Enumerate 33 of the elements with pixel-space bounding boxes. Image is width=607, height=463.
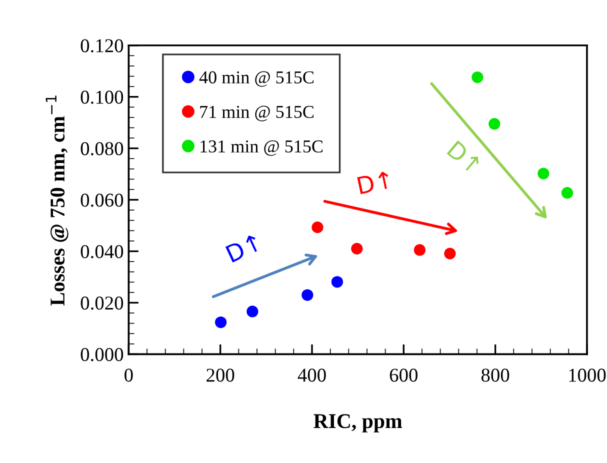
y-tick-label: 0.040	[80, 245, 124, 258]
point	[472, 71, 484, 84]
y-tick-label: 0.100	[80, 90, 124, 104]
annotation: D↑	[446, 140, 482, 174]
y-tick-label: 0.060	[80, 194, 124, 207]
point	[214, 316, 227, 328]
point	[302, 289, 314, 301]
point	[538, 168, 550, 180]
point	[312, 222, 324, 234]
x-tick-label: 200	[206, 368, 234, 382]
y-tick-label: 0.020	[80, 296, 124, 310]
y-tick-label: 0.000	[80, 348, 124, 362]
point	[414, 244, 426, 256]
annotation: D↑	[225, 234, 261, 262]
point	[246, 306, 258, 318]
legend-label: 71 min @ 515C	[200, 106, 314, 122]
x-tick-label: 0	[124, 368, 133, 382]
y-tick-label: 0.080	[80, 142, 124, 156]
legend-label: 40 min @ 515C	[199, 71, 314, 87]
point	[331, 276, 344, 288]
y-tick-label: 0.120	[80, 39, 124, 52]
x-axis-title: RIC, ppm	[314, 414, 402, 432]
annotation: D↑	[357, 170, 391, 194]
x-tick-label: 400	[298, 368, 326, 382]
legend-label: 131 min @ 515C	[200, 140, 322, 156]
x-tick-label: 600	[390, 368, 418, 382]
point	[561, 187, 574, 199]
x-tick-label: 1000	[569, 368, 606, 382]
x-tick-label: 800	[481, 368, 510, 382]
y-axis-title: Losses @ 750 nm, cm$^{−1}$	[46, 96, 68, 306]
point	[351, 242, 363, 254]
point	[444, 248, 456, 260]
point	[488, 118, 500, 130]
